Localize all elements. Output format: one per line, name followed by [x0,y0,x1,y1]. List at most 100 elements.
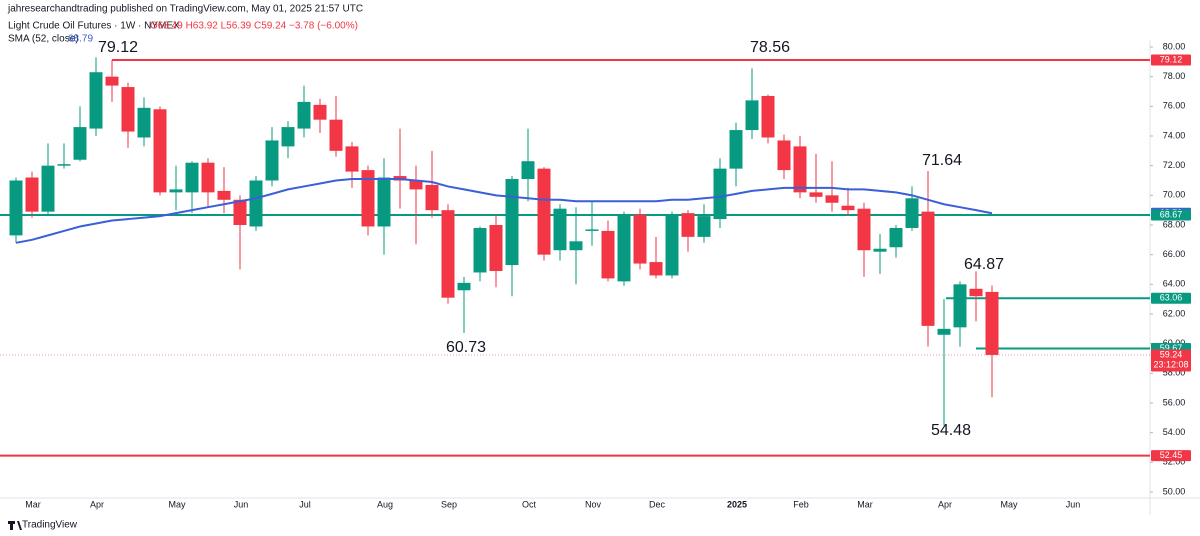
candle-body [233,199,247,225]
y-tick-label: 80.00 [1163,41,1186,51]
candle-body [761,95,775,138]
candle-body [153,109,167,193]
y-tick-label: 60.00 [1163,338,1186,348]
candle-body [969,288,983,297]
candle-body [793,146,807,193]
candle-body [601,230,615,279]
candle-body [89,72,103,129]
x-tick-label: Apr [938,499,952,509]
y-tick-label: 70.00 [1163,190,1186,200]
footer: TradingView [22,520,78,531]
level-axis-label-box [1151,292,1191,304]
y-tick-label: 76.00 [1163,101,1186,111]
annotation: 54.48 [931,422,971,439]
candle-body [313,104,327,120]
candle-body [329,119,343,151]
candle-body [713,168,727,220]
level-axis-label: 63.06 [1160,293,1183,303]
candle-body [25,177,39,212]
candle-body [521,161,535,180]
candle-body [921,211,935,326]
candle-body [9,180,23,236]
annotation: 71.64 [922,152,962,169]
x-tick-label: Feb [793,499,809,509]
candle-body [249,180,263,227]
sma-line [15,178,993,244]
tv-logo [8,521,22,530]
y-tick-label: 58.00 [1163,368,1186,378]
level-axis-label: 59.67 [1160,343,1183,353]
candle-body [729,130,743,169]
candle-body [841,205,855,211]
candle-body [473,227,487,273]
annotation: 64.87 [964,256,1004,273]
published-note: jahresearchandtrading published on Tradi… [7,4,363,15]
y-tick-label: 66.00 [1163,249,1186,259]
last-price-label-countdown: 23:12:08 [1153,359,1188,369]
candle-body [809,192,823,197]
y-tick-label: 64.00 [1163,279,1186,289]
candle-body [633,214,647,264]
y-tick-label: 78.00 [1163,71,1186,81]
candle-body [105,76,119,86]
y-tick-label: 54.00 [1163,427,1186,437]
candle-body [217,190,231,200]
candle-body [73,127,87,160]
candle-body [905,198,919,228]
candle-body [889,227,903,248]
x-tick-label: Apr [90,499,104,509]
candle-body [57,164,71,166]
candle-body [553,208,567,251]
candle-body [457,282,471,291]
ohlc: O63.49 H63.92 L56.39 C59.24 −3.78 (−6.00… [150,21,358,32]
x-tick-label: May [168,499,186,509]
level-axis-label-box [1151,450,1191,462]
annotation: 79.12 [98,39,138,56]
candle-body [281,127,295,147]
indicator: SMA (52, close) [8,34,79,45]
candle-body [409,180,423,190]
candle-body [649,262,663,276]
candle-body [505,179,519,266]
candle-body [745,100,759,131]
level-axis-label: 52.45 [1160,450,1183,460]
candle-body [441,210,455,298]
level-axis-label: 68.67 [1160,209,1183,219]
candle-body [537,168,551,255]
candle-body [185,162,199,193]
level-axis-label: 79.12 [1160,54,1183,64]
candle-body [137,107,151,138]
level-axis-label-box [1151,209,1191,221]
x-tick-label: Oct [522,499,537,509]
x-tick-label: Jun [1066,499,1081,509]
candle-body [873,248,887,252]
candle-body [297,101,311,129]
y-tick-label: 50.00 [1163,486,1186,496]
candle-body [121,87,135,132]
symbol: Light Crude Oil Futures · 1W · NYMEX [8,21,180,32]
annotation: 60.73 [446,339,486,356]
candle-body [201,162,215,193]
candle-body [857,208,871,251]
candle-body [937,328,951,335]
x-tick-label: Sep [441,499,457,509]
y-tick-label: 62.00 [1163,308,1186,318]
x-tick-label: Aug [377,499,393,509]
y-tick-label: 74.00 [1163,130,1186,140]
level-axis-label-box [1151,54,1191,66]
x-tick-label: Nov [585,499,602,509]
x-tick-label: Jun [234,499,249,509]
y-tick-label: 52.00 [1163,457,1186,467]
last-price-label: 59.24 [1160,349,1183,359]
candle-body [265,140,279,181]
candle-body [681,213,695,237]
x-tick-label: Mar [25,499,41,509]
x-tick-label: May [1000,499,1018,509]
candle-body [585,229,599,231]
x-tick-label: Mar [857,499,873,509]
candle-body [345,146,359,172]
candle-body [361,170,375,227]
y-tick-label: 56.00 [1163,397,1186,407]
